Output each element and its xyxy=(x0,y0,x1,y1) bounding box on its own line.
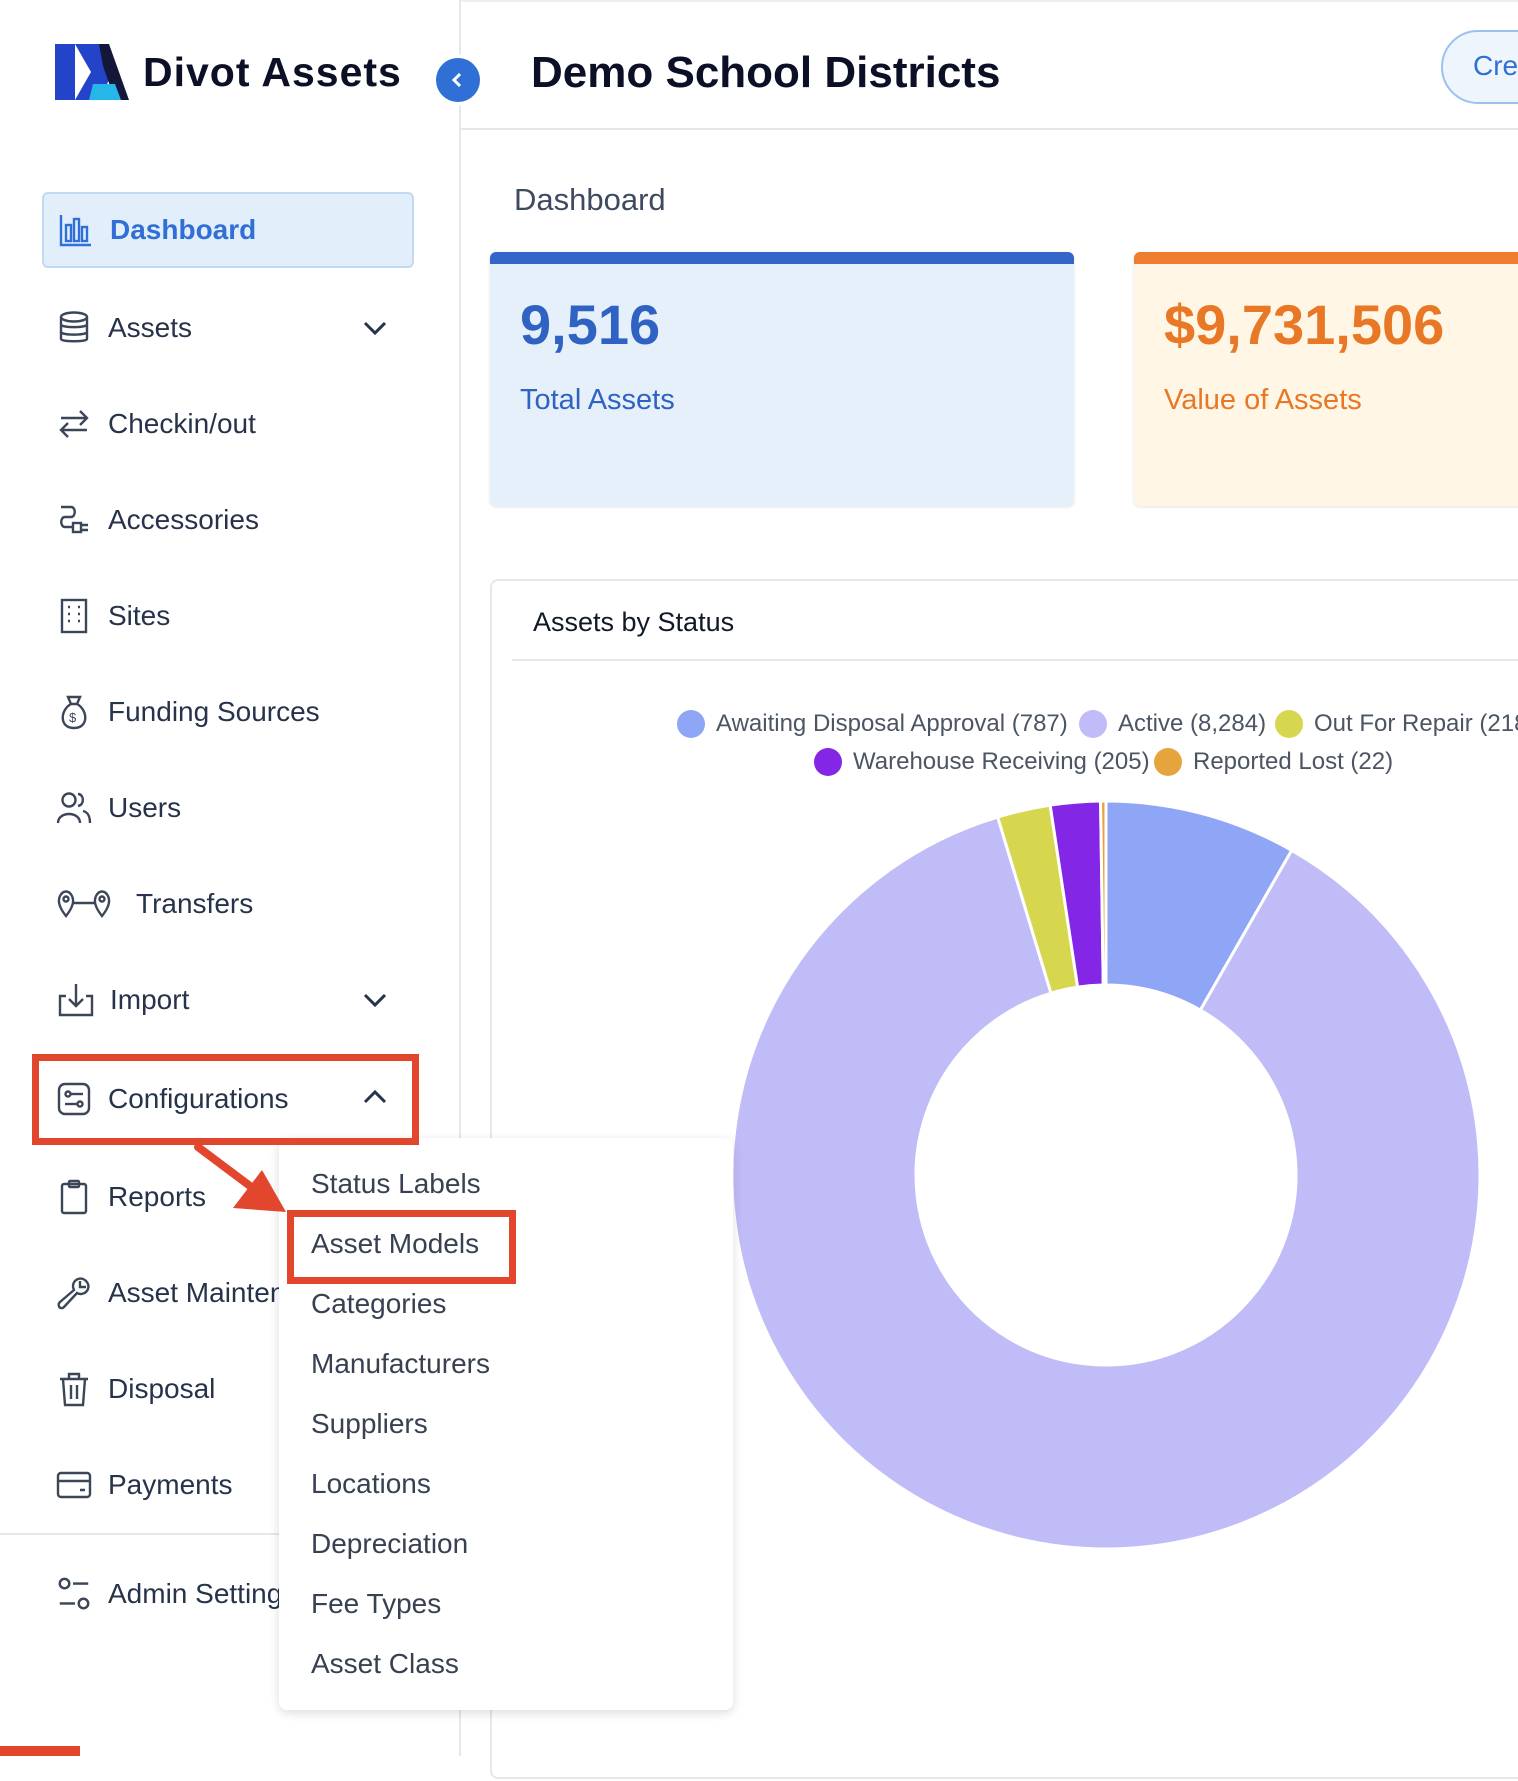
app-name: Divot Assets xyxy=(143,48,402,95)
settings-toggle-icon xyxy=(56,1576,92,1612)
sidebar-item-import[interactable]: Import xyxy=(42,962,414,1038)
bottom-accent xyxy=(0,1746,80,1756)
chevron-up-icon[interactable] xyxy=(362,1083,388,1120)
sidebar-item-reports[interactable]: Reports xyxy=(42,1159,414,1235)
card-accent-bar xyxy=(490,252,1074,264)
configurations-highlight-box xyxy=(32,1054,419,1145)
submenu-item-asset-models[interactable]: Asset Models xyxy=(311,1228,480,1259)
sidebar-item-label: Reports xyxy=(108,1181,207,1212)
donut-slice-active[interactable] xyxy=(730,815,1482,1551)
donut-slice-reported-lost[interactable] xyxy=(1099,799,1108,987)
clipboard-icon xyxy=(56,1179,92,1215)
submenu-item-locations[interactable]: Locations xyxy=(311,1468,431,1499)
sidebar-item-admin-settings[interactable]: Admin Settings xyxy=(42,1556,414,1632)
legend-swatch xyxy=(1275,710,1303,738)
legend-item-awaiting-disposal[interactable]: Awaiting Disposal Approval (787) xyxy=(677,710,1068,738)
sidebar-item-label: Assets xyxy=(108,312,193,343)
legend-item-out-for-repair[interactable]: Out For Repair (218) xyxy=(1275,710,1518,738)
divot-logo-icon xyxy=(55,44,129,100)
building-icon xyxy=(56,598,92,634)
sidebar-item-users[interactable]: Users xyxy=(42,770,414,846)
chevron-left-icon xyxy=(451,72,462,88)
sidebar-item-transfers[interactable]: Transfers xyxy=(42,866,414,942)
submenu-item-fee-types[interactable]: Fee Types xyxy=(311,1588,442,1619)
database-icon xyxy=(56,310,92,346)
sidebar-item-accessories[interactable]: Accessories xyxy=(42,482,414,558)
sidebar-item-dashboard[interactable]: Dashboard xyxy=(42,192,414,268)
sidebar-item-label: Payments xyxy=(108,1469,233,1500)
legend-swatch xyxy=(1154,748,1182,776)
bar-chart-icon xyxy=(58,212,94,248)
sidebar-item-label: Checkin/out xyxy=(108,408,256,439)
sidebar-item-label: Admin Settings xyxy=(108,1578,297,1609)
money-bag-icon: $ xyxy=(56,694,92,730)
create-button[interactable]: Create xyxy=(1441,30,1518,104)
sidebar: Divot Assets Dashboard Assets Checkin/ou… xyxy=(0,0,461,1756)
legend-item-reported-lost[interactable]: Reported Lost (22) xyxy=(1154,748,1393,776)
total-assets-value: 9,516 xyxy=(520,293,661,356)
value-of-assets-card[interactable]: $9,731,506 Value of Assets xyxy=(1134,252,1518,506)
plug-icon xyxy=(56,502,92,538)
legend-label: Out For Repair (218) xyxy=(1314,710,1518,737)
total-assets-card[interactable]: 9,516 Total Assets xyxy=(490,252,1074,506)
submenu-item-depreciation[interactable]: Depreciation xyxy=(311,1528,469,1559)
sidebar-item-label: Users xyxy=(108,792,182,823)
sliders-icon xyxy=(56,1081,92,1117)
collapse-sidebar-button[interactable] xyxy=(436,58,480,102)
organization-title: Demo School Districts xyxy=(531,48,1001,97)
chart-title: Assets by Status xyxy=(533,607,735,637)
sidebar-item-label: Sites xyxy=(108,600,171,631)
sidebar-item-sites[interactable]: Sites xyxy=(42,578,414,654)
legend-swatch xyxy=(814,748,842,776)
chevron-down-icon[interactable] xyxy=(362,312,388,349)
sidebar-item-disposal[interactable]: Disposal xyxy=(42,1351,414,1427)
legend-item-active[interactable]: Active (8,284) xyxy=(1079,710,1266,738)
submenu-item-status-labels[interactable]: Status Labels xyxy=(311,1168,481,1199)
sidebar-item-assets[interactable]: Assets xyxy=(42,290,414,366)
legend-swatch xyxy=(677,710,705,738)
asset-models-highlight-box xyxy=(287,1210,516,1284)
top-header: Demo School Districts Create xyxy=(461,0,1518,130)
credit-card-icon xyxy=(56,1467,92,1503)
import-icon xyxy=(56,982,96,1018)
sidebar-item-label: Disposal xyxy=(108,1373,216,1404)
legend-item-warehouse-receiving[interactable]: Warehouse Receiving (205) xyxy=(814,748,1150,776)
sidebar-item-label: Transfers xyxy=(136,888,254,919)
sidebar-item-label: Funding Sources xyxy=(108,696,320,727)
sidebar-item-checkin-out[interactable]: Checkin/out xyxy=(42,386,414,462)
card-accent-bar xyxy=(1134,252,1518,264)
app-logo[interactable]: Divot Assets xyxy=(55,44,402,100)
assets-by-status-donut-chart xyxy=(730,799,1482,1551)
arrows-swap-icon xyxy=(56,406,92,442)
legend-label: Warehouse Receiving (205) xyxy=(853,748,1150,775)
submenu-item-asset-class[interactable]: Asset Class xyxy=(311,1648,459,1679)
value-of-assets-label: Value of Assets xyxy=(1164,384,1362,416)
users-icon xyxy=(56,790,92,826)
sidebar-item-label: Accessories xyxy=(108,504,259,535)
sidebar-item-payments[interactable]: Payments xyxy=(42,1447,414,1523)
svg-text:$: $ xyxy=(69,710,77,725)
page-title: Dashboard xyxy=(514,182,666,217)
total-assets-label: Total Assets xyxy=(520,384,675,416)
sidebar-item-label: Import xyxy=(110,984,190,1015)
sidebar-item-configurations[interactable]: Configurations xyxy=(42,1061,414,1137)
legend-label: Awaiting Disposal Approval (787) xyxy=(716,710,1068,737)
chart-divider xyxy=(512,659,1518,661)
sidebar-item-label: Dashboard xyxy=(110,214,257,245)
sidebar-item-label: Configurations xyxy=(108,1083,289,1114)
wrench-icon xyxy=(56,1275,92,1311)
chevron-down-icon[interactable] xyxy=(362,984,388,1021)
trash-icon xyxy=(56,1371,92,1407)
configurations-submenu: Status Labels Asset Models Categories Ma… xyxy=(279,1138,733,1710)
value-of-assets-value: $9,731,506 xyxy=(1164,293,1445,356)
submenu-item-manufacturers[interactable]: Manufacturers xyxy=(311,1348,490,1379)
route-pins-icon xyxy=(56,886,112,922)
legend-label: Reported Lost (22) xyxy=(1193,748,1394,775)
legend-swatch xyxy=(1079,710,1107,738)
submenu-item-categories[interactable]: Categories xyxy=(311,1288,447,1319)
sidebar-item-funding-sources[interactable]: $ Funding Sources xyxy=(42,674,414,750)
legend-label: Active (8,284) xyxy=(1118,710,1267,737)
sidebar-divider xyxy=(0,1533,280,1535)
submenu-item-suppliers[interactable]: Suppliers xyxy=(311,1408,428,1439)
